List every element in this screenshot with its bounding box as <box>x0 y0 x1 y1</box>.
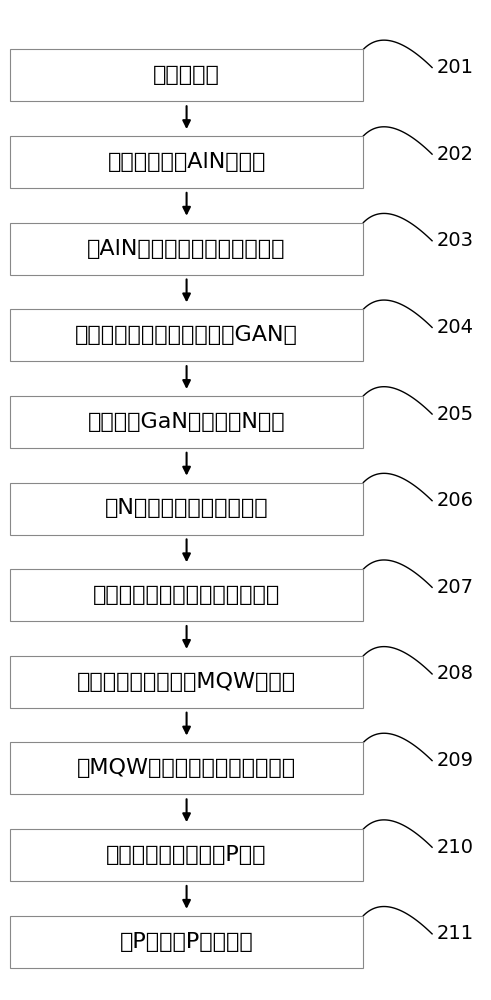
Text: 在高温缓冲层上生长无掺杂GAN层: 在高温缓冲层上生长无掺杂GAN层 <box>75 325 298 345</box>
Text: 在缺陷阻挡层上生长应力释放层: 在缺陷阻挡层上生长应力释放层 <box>93 585 280 605</box>
Bar <box>10 136 363 188</box>
Bar <box>10 829 363 881</box>
Text: 205: 205 <box>437 405 474 424</box>
Text: 在N型层上生长缺陷阻挡层: 在N型层上生长缺陷阻挡层 <box>105 498 269 518</box>
Text: 201: 201 <box>437 58 474 77</box>
Bar <box>10 309 363 361</box>
Text: 提供一衬底: 提供一衬底 <box>153 65 220 85</box>
Text: 在应力释放层上生长MQW发光层: 在应力释放层上生长MQW发光层 <box>77 672 296 692</box>
Bar <box>10 483 363 534</box>
Text: 在电子阻挡层上生长P型层: 在电子阻挡层上生长P型层 <box>107 845 267 865</box>
Text: 204: 204 <box>437 318 474 337</box>
Text: 207: 207 <box>437 578 474 597</box>
Text: 210: 210 <box>437 838 474 857</box>
Bar <box>10 742 363 794</box>
Text: 211: 211 <box>437 924 474 943</box>
Text: 在P型层上P型接触层: 在P型层上P型接触层 <box>120 932 253 952</box>
Bar <box>10 916 363 968</box>
Text: 在衬底上生长AlN缓冲层: 在衬底上生长AlN缓冲层 <box>108 152 266 172</box>
Text: 在MQW发光层上生长电子阻挡层: 在MQW发光层上生长电子阻挡层 <box>77 758 296 778</box>
Bar <box>10 656 363 708</box>
Text: 203: 203 <box>437 231 474 250</box>
Bar <box>10 569 363 621</box>
Text: 208: 208 <box>437 664 474 683</box>
Text: 202: 202 <box>437 145 474 164</box>
Text: 209: 209 <box>437 751 474 770</box>
Bar <box>10 49 363 101</box>
Text: 在AlN缓冲层上生长高温缓冲层: 在AlN缓冲层上生长高温缓冲层 <box>87 239 286 259</box>
Bar <box>10 223 363 275</box>
Text: 在无掺杂GaN层上生长N型层: 在无掺杂GaN层上生长N型层 <box>88 412 285 432</box>
Text: 206: 206 <box>437 491 474 510</box>
Bar <box>10 396 363 448</box>
